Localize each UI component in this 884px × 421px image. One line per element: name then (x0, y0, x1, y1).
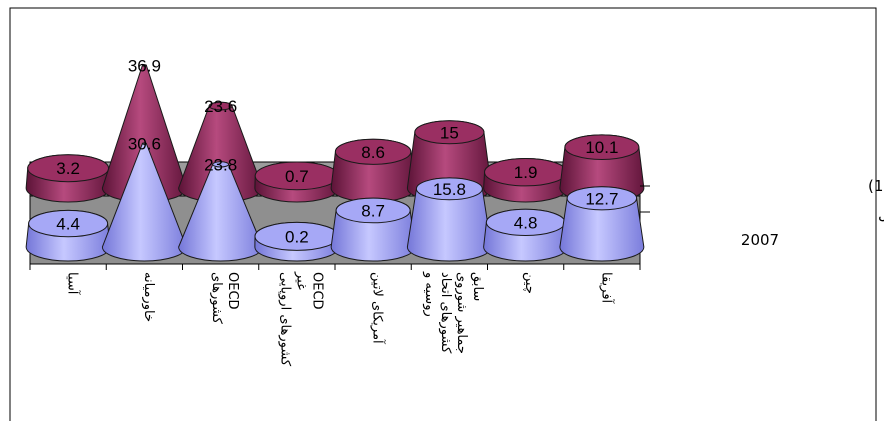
category-label: آفریقا (598, 272, 615, 305)
cone-1973-4 (254, 161, 340, 203)
category-label: آسیا (65, 272, 82, 296)
cone-2007-7 (483, 208, 569, 262)
cone-2007-2 (101, 142, 187, 262)
category-label: کشورهای OECD (209, 272, 240, 325)
value-label-2007: 0.2 (285, 227, 309, 246)
cone-1973-3 (178, 101, 264, 203)
cone-2007-6 (406, 177, 492, 262)
cone-2007-8 (559, 186, 645, 262)
cone-2007-4 (254, 221, 340, 262)
cone-2007-5 (330, 197, 416, 262)
category-label-line: کشورهای اروپایی (277, 272, 292, 367)
category-label: روسیه و کشورهای اتحاد جماهیر شوروی سابق (422, 271, 485, 354)
legend: درصد تولید نفت (1973) درصد تولید نفت جهان… (640, 177, 884, 249)
value-label-1973: 1.9 (514, 163, 538, 182)
value-label-2007: 8.7 (361, 201, 385, 220)
category-label: آمریکای لاتین (370, 272, 387, 345)
category-label-line: OECD (309, 272, 324, 310)
legend-entry-1973: درصد تولید نفت (1973) (868, 177, 884, 195)
legend-entry-2007: 2007 (741, 231, 779, 249)
category-label-line: چین (522, 272, 537, 294)
category-label-line: غیر (293, 271, 308, 290)
value-label-2007: 15.8 (433, 180, 466, 199)
legend-entry-2007: درصد تولید نفت جهان در سال (878, 205, 884, 223)
cone-1973-8 (559, 134, 645, 203)
value-label-1973: 23.6 (204, 97, 237, 116)
value-label-2007: 30.6 (128, 135, 161, 154)
category-label-line: جماهیر شوروی (454, 272, 469, 354)
category-label: کشورهای اروپایی غیر OECD (277, 271, 324, 367)
value-label-1973: 10.1 (585, 138, 618, 157)
value-label-2007: 4.8 (514, 213, 538, 232)
value-label-1973: 15 (440, 123, 459, 142)
cone-1973-7 (483, 158, 569, 203)
value-label-1973: 3.2 (56, 159, 80, 178)
cone-1973-1 (25, 154, 111, 203)
cone-1973-5 (330, 138, 416, 203)
cone-1973-2 (101, 64, 187, 203)
value-label-2007: 23.8 (204, 155, 237, 174)
cones (25, 64, 645, 262)
category-label-line: سابق (470, 272, 485, 301)
cone-2007-3 (178, 161, 264, 262)
value-label-1973: 36.9 (128, 56, 161, 75)
category-label-line: روسیه و (422, 271, 437, 317)
category-label-line: آفریقا (598, 272, 615, 305)
category-label-line: OECD (225, 272, 240, 310)
category-label-line: آمریکای لاتین (370, 272, 387, 345)
data-labels: 3.2 4.4 36.9 30.6 23.6 23.8 0.7 0.2 8.6 8.7 15 15.8… (56, 56, 618, 246)
value-label-2007: 4.4 (56, 215, 80, 234)
cone-2007-1 (25, 209, 111, 262)
value-label-1973: 0.7 (285, 167, 309, 186)
category-label-line: آسیا (65, 272, 82, 296)
category-label: خاورمیانه (141, 272, 156, 322)
category-label: چین (522, 272, 537, 294)
category-labels: آسیا خاورمیانه کشورهای OECD کشورهای اروپایی غ… (29, 264, 641, 367)
category-label-line: خاورمیانه (141, 272, 156, 322)
value-label-1973: 8.6 (361, 143, 385, 162)
category-label-line: کشورهای (209, 272, 224, 325)
value-label-2007: 12.7 (585, 189, 618, 208)
category-label-line: کشورهای اتحاد (438, 272, 453, 354)
